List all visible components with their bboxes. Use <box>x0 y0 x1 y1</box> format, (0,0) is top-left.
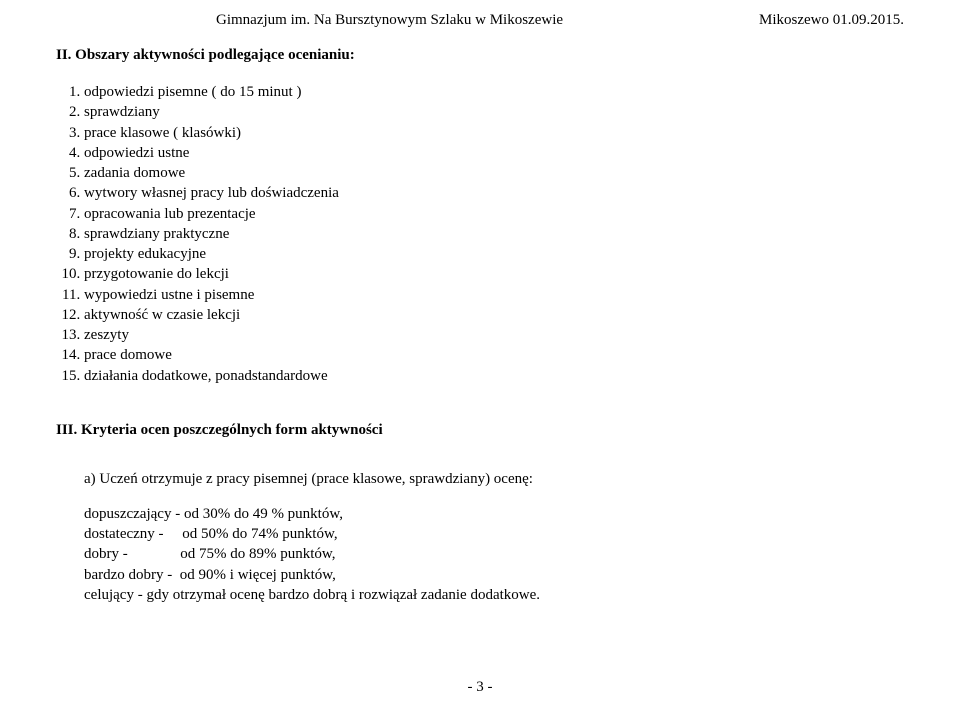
grade-scale: dopuszczający - od 30% do 49 % punktów, … <box>84 504 904 605</box>
section2-list: odpowiedzi pisemne ( do 15 minut ) spraw… <box>56 82 904 386</box>
list-item: zeszyty <box>84 325 904 345</box>
list-item: sprawdziany praktyczne <box>84 224 904 244</box>
grade-row: dobry - od 75% do 89% punktów, <box>84 544 904 564</box>
list-item: opracowania lub prezentacje <box>84 204 904 224</box>
list-item: prace klasowe ( klasówki) <box>84 123 904 143</box>
list-item: prace domowe <box>84 345 904 365</box>
document-header: Gimnazjum im. Na Bursztynowym Szlaku w M… <box>216 12 904 29</box>
list-item: wypowiedzi ustne i pisemne <box>84 285 904 305</box>
page-number: - 3 - <box>0 679 960 696</box>
list-item: przygotowanie do lekcji <box>84 264 904 284</box>
grade-row: dostateczny - od 50% do 74% punktów, <box>84 524 904 544</box>
list-item: zadania domowe <box>84 163 904 183</box>
section3-point-a: a) Uczeń otrzymuje z pracy pisemnej (pra… <box>84 471 904 488</box>
list-item: odpowiedzi ustne <box>84 143 904 163</box>
list-item: wytwory własnej pracy lub doświadczenia <box>84 183 904 203</box>
grade-row: bardzo dobry - od 90% i więcej punktów, <box>84 565 904 585</box>
list-item: sprawdziany <box>84 102 904 122</box>
grade-row: celujący - gdy otrzymał ocenę bardzo dob… <box>84 585 904 605</box>
list-item: projekty edukacyjne <box>84 244 904 264</box>
header-right: Mikoszewo 01.09.2015. <box>759 12 904 29</box>
grade-row: dopuszczający - od 30% do 49 % punktów, <box>84 504 904 524</box>
list-item: działania dodatkowe, ponadstandardowe <box>84 366 904 386</box>
header-center: Gimnazjum im. Na Bursztynowym Szlaku w M… <box>216 12 563 29</box>
list-item: odpowiedzi pisemne ( do 15 minut ) <box>84 82 904 102</box>
list-item: aktywność w czasie lekcji <box>84 305 904 325</box>
section2-heading: II. Obszary aktywności podlegające oceni… <box>56 47 904 64</box>
section3-heading: III. Kryteria ocen poszczególnych form a… <box>56 422 904 439</box>
